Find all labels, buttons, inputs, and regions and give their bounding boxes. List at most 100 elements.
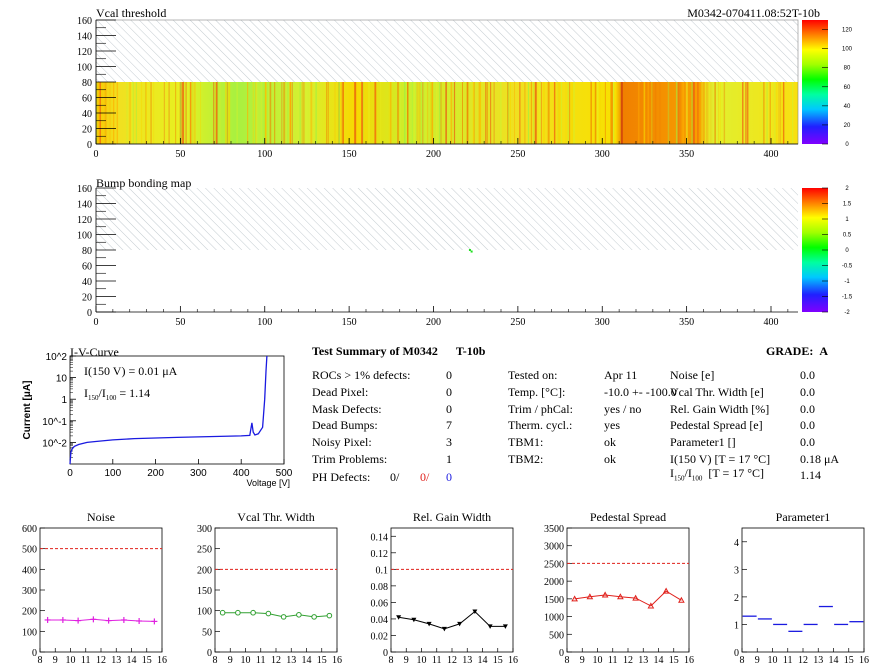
y-tick-label: 0.02 (371, 631, 389, 642)
iv-note-ratio: I150/I100 = 1.14 (84, 386, 150, 402)
vcal-stripe (260, 82, 262, 144)
defect-row-value: 3 (446, 435, 452, 450)
vcal-stripe (507, 82, 509, 144)
vcal-stripe (553, 82, 556, 144)
vcal-stripe (558, 82, 560, 144)
defect-row-label: Noisy Pixel: (312, 435, 372, 450)
vcal-stripe (547, 82, 550, 144)
y-tick-label: 200 (22, 607, 37, 618)
y-tick-label: 0 (383, 648, 388, 659)
bump-bonding-map: Bump bonding map 0 50 100 150 200 250 300 350 40… (77, 176, 853, 328)
test-summary-panel: Test Summary of M0342 T-10b GRADE: A ROCs… (312, 340, 852, 490)
vcal-stripe (431, 82, 434, 144)
vcal-stripe (190, 82, 192, 144)
y-tick-label: 120 (77, 47, 92, 58)
y-tick-label: 0 (32, 648, 37, 659)
vcal-stripe (412, 82, 415, 144)
colorbar-tick-label: 0 (845, 248, 849, 254)
y-tick-label: 160 (77, 184, 92, 195)
y-tick-label: 0 (87, 140, 92, 151)
x-tick-label: 13 (286, 655, 296, 666)
vcal-stripe (226, 82, 228, 144)
vcal-stripe (375, 82, 377, 144)
vcal-stripe (650, 82, 652, 144)
data-point (632, 594, 639, 601)
y-tick-label: 0.04 (371, 615, 389, 626)
x-tick-label: 100 (257, 149, 272, 160)
x-tick-label: 0 (94, 149, 99, 160)
ratio-label: I150/I100 [T = 17 °C] (670, 466, 764, 482)
vcal-stripe (185, 82, 187, 144)
condition-row-value: ok (604, 452, 616, 466)
condition-row-label: Therm. cycl.: (508, 418, 573, 433)
vcal-stripe (774, 82, 776, 144)
vcal-stripe (599, 82, 601, 144)
vcal-stripe (611, 82, 614, 144)
y-tick-label: 140 (77, 32, 92, 43)
vcal-stripe (478, 82, 481, 144)
vcal-stripe (135, 82, 137, 144)
colorbar-tick-label: 40 (844, 104, 851, 110)
vcal-stripe (499, 82, 502, 144)
y-tick-label: 1000 (544, 613, 564, 624)
vcal-stripe (762, 82, 764, 144)
vcal-stripe (612, 82, 615, 144)
vcal-stripe (194, 82, 196, 144)
vcal-stripe (742, 82, 744, 144)
x-tick-label: 16 (859, 655, 869, 666)
vcal-stripe (263, 82, 266, 144)
vcal-stripe (153, 82, 155, 144)
y-tick-label: 2000 (544, 577, 564, 588)
data-point (662, 587, 670, 594)
y-tick-label: 2500 (544, 559, 564, 570)
vcal-stripe (183, 82, 186, 144)
bump-axes: 0 50 100 150 200 250 300 350 400 0 20 40 60 80 100 120 1… (77, 184, 798, 328)
vcal-stripe (411, 82, 414, 144)
vcal-stripe (126, 82, 129, 144)
vcal-stripe (361, 82, 364, 144)
defect-row-value: 7 (446, 418, 452, 433)
y-tick-label: 80 (82, 78, 92, 89)
y-tick-label: 0.1 (376, 565, 389, 576)
vcal-stripe (390, 82, 392, 144)
bump-defect-point (470, 250, 473, 253)
y-tick-label: 0.08 (371, 582, 389, 593)
vcal-stripe (490, 82, 492, 144)
vcal-stripe (374, 82, 377, 144)
x-tick-label: 11 (783, 655, 793, 666)
vcal-axes: 0 50 100 150 200 250 300 350 400 0 20 40 60 80 100 120 1… (77, 16, 798, 160)
x-tick-label: 10 (66, 655, 76, 666)
colorbar-tick-label: -1 (844, 279, 850, 285)
vcal-stripe (519, 82, 521, 144)
x-tick-label: 8 (740, 655, 745, 666)
vcal-column-edge (534, 82, 537, 144)
colorbar-tick-label: 20 (844, 123, 851, 129)
y-tick-label: 0.06 (371, 598, 389, 609)
vcal-stripe (422, 82, 424, 144)
vcal-stripe (594, 82, 597, 144)
vcal-stripe (150, 82, 153, 144)
iv-y-tick-label: 10 (56, 374, 68, 385)
ph-defects-label: PH Defects: (312, 470, 371, 484)
vcal-colorbar (802, 20, 828, 144)
y-tick-label: 0.12 (371, 549, 389, 560)
summary-code: T-10b (455, 344, 486, 358)
summary-title: Test Summary of M0342 T-10b (312, 344, 485, 359)
vcal-stripe (538, 82, 540, 144)
vcal-stripe (565, 82, 567, 144)
x-tick-label: 10 (417, 655, 427, 666)
vcal-stripe (236, 82, 238, 144)
vcal-stripe (283, 82, 286, 144)
condition-row-value: -10.0 +- -100.0 (604, 384, 677, 399)
iv-title: I-V-Curve (70, 345, 119, 359)
vcal-stripe (439, 82, 441, 144)
ratio-sep: /I (684, 466, 692, 480)
vcal-stripe (643, 82, 646, 144)
vcal-stripe (116, 82, 119, 144)
y-tick-label: 500 (22, 545, 37, 556)
data-point (457, 621, 463, 627)
plot-vcal-thr-width: Vcal Thr. Width 8 9 10 11 12 13 14 15 16 0 50 100 150… (197, 510, 342, 666)
vcal-stripe (264, 82, 267, 144)
vcal-stripe (719, 82, 721, 144)
